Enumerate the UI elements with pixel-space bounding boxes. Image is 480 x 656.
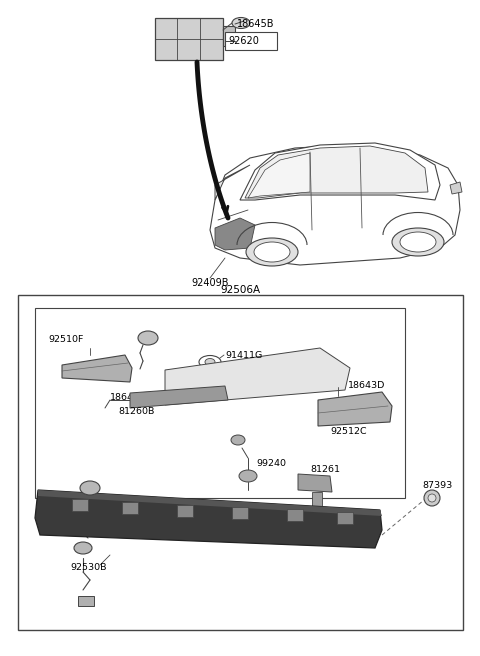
Ellipse shape [187, 375, 203, 385]
Bar [78, 596, 94, 606]
Polygon shape [215, 218, 255, 250]
Bar [287, 509, 303, 521]
Polygon shape [165, 348, 350, 405]
Bar [232, 507, 248, 519]
Text: 18645B: 18645B [237, 19, 275, 29]
Text: 92510F: 92510F [48, 335, 84, 344]
Ellipse shape [231, 435, 245, 445]
Ellipse shape [400, 232, 436, 252]
Ellipse shape [138, 331, 158, 345]
Ellipse shape [239, 470, 257, 482]
Polygon shape [245, 146, 428, 198]
Bar [337, 512, 353, 524]
Ellipse shape [428, 494, 436, 502]
Text: 92409B: 92409B [191, 278, 229, 288]
Polygon shape [210, 145, 460, 265]
Text: 92530B: 92530B [70, 564, 107, 573]
Polygon shape [215, 165, 250, 200]
Text: 87393: 87393 [422, 482, 452, 491]
Bar [155, 18, 223, 60]
Bar [223, 26, 235, 46]
Text: 92512C: 92512C [330, 428, 367, 436]
Bar [122, 502, 138, 514]
Bar [18, 295, 463, 630]
Polygon shape [248, 153, 310, 198]
Polygon shape [240, 143, 440, 200]
Polygon shape [318, 392, 392, 426]
Polygon shape [298, 474, 332, 492]
Ellipse shape [80, 481, 100, 495]
Text: 92506A: 92506A [220, 285, 260, 295]
Ellipse shape [254, 242, 290, 262]
Text: 99240: 99240 [256, 459, 286, 468]
Polygon shape [130, 386, 228, 408]
Polygon shape [312, 492, 322, 506]
Text: 81260B: 81260B [118, 407, 155, 417]
Ellipse shape [392, 228, 444, 256]
Bar [35, 308, 405, 498]
Bar [72, 499, 88, 511]
Text: 81261: 81261 [310, 466, 340, 474]
Ellipse shape [199, 356, 221, 369]
Ellipse shape [232, 18, 250, 28]
Polygon shape [450, 182, 462, 194]
Bar [225, 32, 277, 50]
Text: 91411G: 91411G [225, 350, 262, 359]
Ellipse shape [331, 373, 345, 382]
Polygon shape [62, 355, 132, 382]
Ellipse shape [246, 238, 298, 266]
Ellipse shape [205, 358, 215, 365]
Polygon shape [38, 490, 382, 516]
Ellipse shape [424, 490, 440, 506]
Polygon shape [35, 490, 382, 548]
Ellipse shape [74, 542, 92, 554]
Text: 18643D: 18643D [110, 394, 147, 403]
Text: 18643D: 18643D [348, 380, 385, 390]
Text: 92620: 92620 [228, 36, 259, 46]
Bar [177, 505, 193, 517]
